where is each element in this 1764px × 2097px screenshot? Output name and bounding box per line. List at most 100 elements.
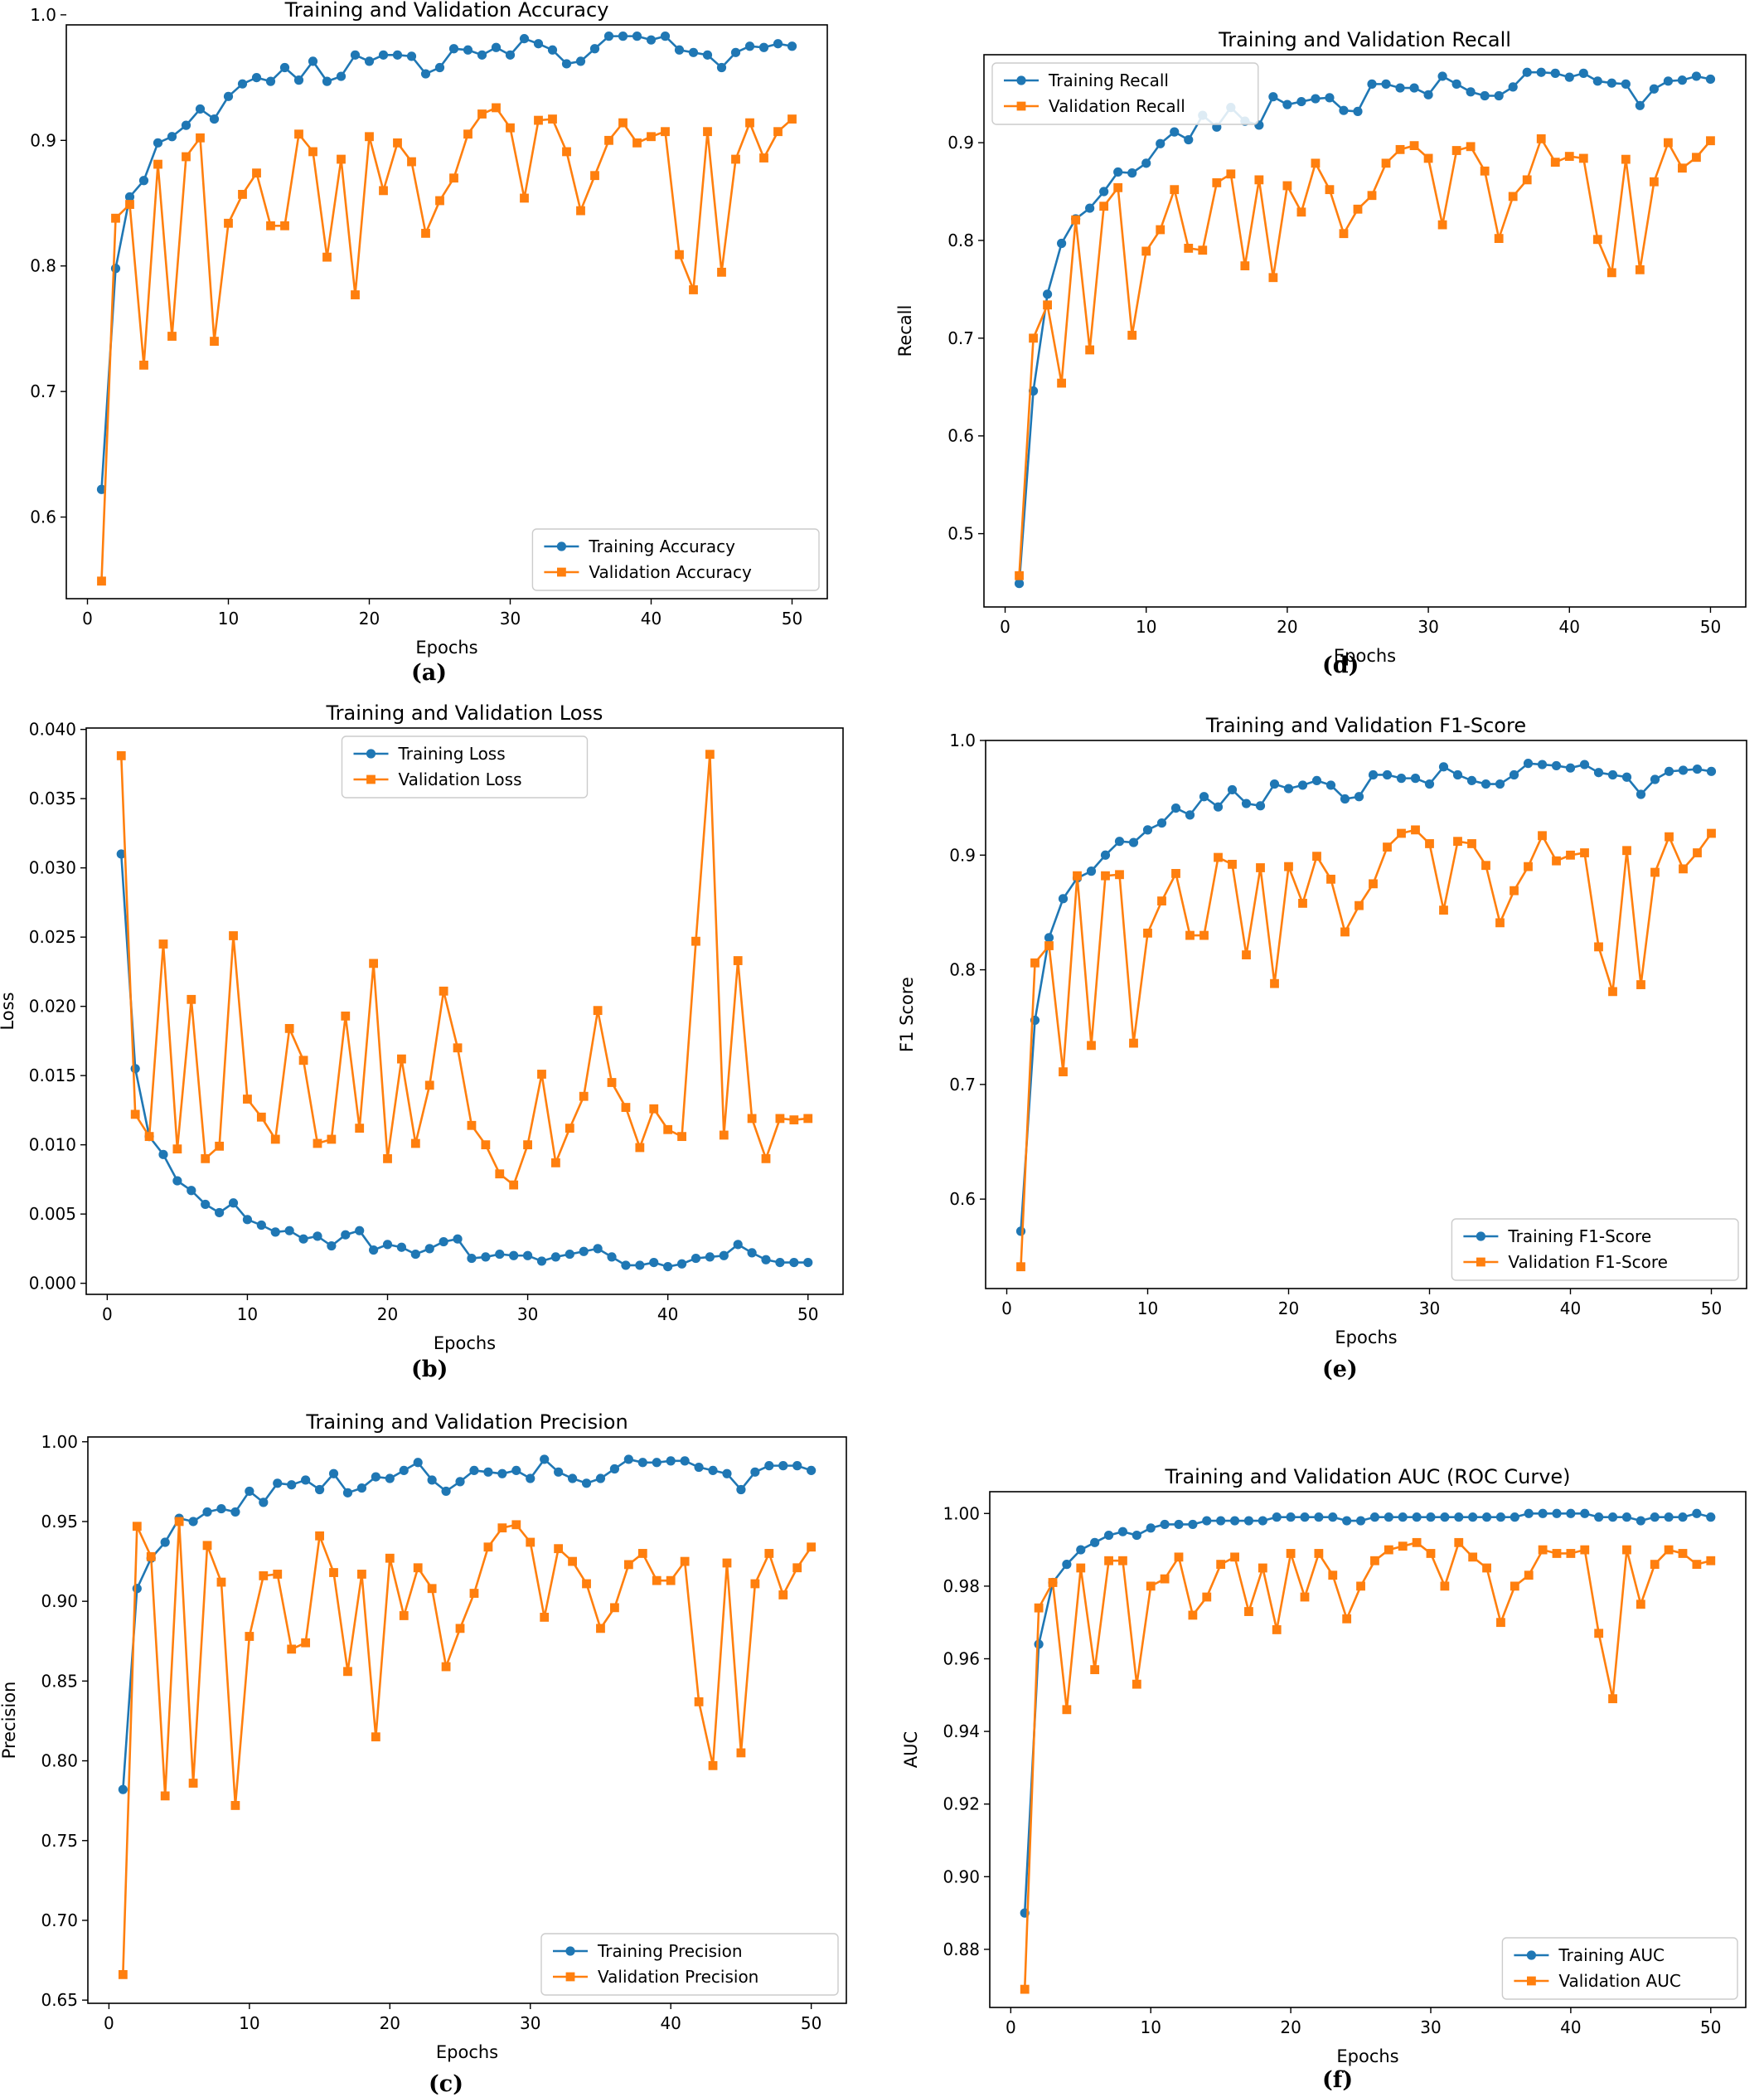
data-point-training — [1438, 762, 1449, 772]
data-point-validation — [1692, 1560, 1702, 1570]
data-point-validation — [343, 1667, 352, 1677]
data-point-validation — [1298, 898, 1307, 908]
legend-marker-validation — [366, 774, 376, 784]
data-point-validation — [537, 1070, 546, 1079]
data-point-validation — [187, 994, 196, 1004]
data-point-validation — [604, 135, 613, 145]
x-tick-label: 0 — [104, 2013, 114, 2033]
data-point-validation — [1679, 864, 1688, 874]
data-point-validation — [1143, 928, 1152, 938]
data-point-training — [652, 1458, 662, 1468]
data-point-training — [301, 1475, 311, 1485]
data-point-training — [595, 1473, 606, 1483]
data-point-training — [1398, 1512, 1408, 1522]
x-tick-label: 10 — [218, 609, 239, 629]
data-point-training — [1409, 83, 1419, 93]
data-point-validation — [1466, 142, 1476, 152]
legend-label-validation: Validation Precision — [598, 1967, 758, 1987]
data-point-validation — [789, 1115, 799, 1124]
data-point-training — [356, 1483, 367, 1493]
data-point-training — [1044, 933, 1054, 943]
data-point-training — [526, 1473, 536, 1483]
data-point-training — [1216, 1516, 1226, 1526]
data-point-training — [364, 56, 375, 66]
data-point-training — [1452, 769, 1463, 780]
data-point-validation — [1692, 153, 1701, 163]
data-point-validation — [568, 1556, 577, 1566]
data-point-validation — [379, 186, 388, 196]
legend-box — [1501, 1937, 1738, 2000]
data-point-validation — [1580, 1545, 1590, 1555]
data-point-validation — [439, 986, 448, 996]
data-point-training — [1524, 1508, 1534, 1518]
data-point-validation — [1508, 192, 1518, 201]
data-point-validation — [413, 1563, 423, 1573]
data-point-training — [1606, 78, 1616, 88]
x-tick-label: 50 — [1701, 1298, 1722, 1318]
data-point-training — [1650, 1512, 1660, 1522]
y-tick-label: 0.025 — [29, 927, 76, 947]
data-point-training — [342, 1488, 353, 1498]
legend-box — [991, 62, 1259, 125]
data-point-validation — [534, 115, 543, 125]
data-point-training — [497, 1468, 507, 1478]
data-point-validation — [245, 1632, 254, 1641]
data-point-training — [789, 1257, 799, 1268]
data-point-training — [327, 1240, 337, 1251]
data-point-validation — [1693, 848, 1702, 857]
data-point-validation — [1157, 896, 1166, 905]
data-point-training — [256, 1220, 266, 1231]
data-point-validation — [680, 1556, 690, 1566]
data-point-validation — [554, 1544, 564, 1554]
y-tick-label: 0.65 — [41, 1990, 78, 2010]
data-point-training — [1202, 1516, 1212, 1526]
data-point-training — [1160, 1519, 1170, 1530]
data-point-training — [1678, 1512, 1688, 1522]
panel-caption: (a) — [411, 660, 448, 686]
data-point-training — [1146, 1523, 1156, 1533]
data-point-validation — [1650, 867, 1660, 877]
data-point-training — [593, 1244, 603, 1254]
data-point-training — [581, 1478, 592, 1488]
y-axis-label: Precision — [0, 1682, 19, 1760]
data-point-training — [1297, 780, 1308, 790]
data-point-validation — [146, 1551, 156, 1561]
y-tick-label: 0.94 — [943, 1721, 980, 1741]
data-point-validation — [202, 1541, 212, 1551]
data-point-training — [1127, 168, 1137, 178]
data-point-training — [1382, 769, 1393, 780]
data-point-training — [1258, 1516, 1267, 1526]
data-point-training — [1103, 1530, 1114, 1541]
data-point-validation — [1524, 1570, 1534, 1580]
data-point-training — [1663, 76, 1673, 86]
data-point-validation — [1411, 825, 1420, 835]
data-point-training — [181, 120, 191, 130]
data-point-validation — [144, 1132, 154, 1142]
data-point-validation — [719, 1130, 729, 1140]
legend-label-training: Training Recall — [1048, 70, 1169, 90]
data-point-validation — [1494, 234, 1504, 244]
data-point-validation — [607, 1078, 617, 1087]
data-point-training — [1537, 760, 1548, 769]
data-point-validation — [216, 1577, 226, 1587]
data-point-training — [1117, 1527, 1128, 1536]
data-point-validation — [733, 956, 743, 965]
data-point-training — [245, 1486, 254, 1497]
data-point-validation — [1034, 1603, 1044, 1613]
legend-label-training: Training Accuracy — [588, 536, 735, 556]
data-point-validation — [497, 1523, 507, 1533]
data-point-training — [491, 42, 502, 52]
data-point-validation — [1242, 950, 1251, 959]
y-tick-label: 0.88 — [943, 1939, 980, 1959]
data-point-validation — [1636, 1599, 1645, 1609]
data-point-training — [792, 1461, 802, 1471]
legend-marker-training — [1476, 1231, 1485, 1241]
data-point-validation — [775, 1114, 785, 1124]
data-point-validation — [1397, 828, 1406, 838]
data-point-validation — [1059, 1067, 1068, 1077]
data-point-validation — [1649, 177, 1659, 187]
data-point-training — [1076, 1545, 1086, 1555]
data-point-training — [509, 1250, 519, 1260]
